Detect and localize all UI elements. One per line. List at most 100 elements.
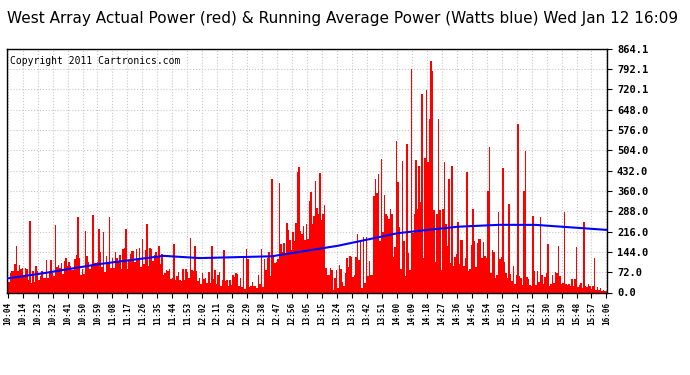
Bar [288, 230, 289, 292]
Bar [77, 217, 79, 292]
Bar [552, 274, 553, 292]
Bar [506, 278, 508, 292]
Bar [574, 279, 575, 292]
Bar [215, 285, 217, 292]
Bar [395, 141, 397, 292]
Bar [478, 239, 480, 292]
Bar [170, 279, 172, 292]
Bar [252, 282, 253, 292]
Bar [82, 269, 83, 292]
Bar [393, 257, 394, 292]
Bar [518, 124, 519, 292]
Bar [583, 222, 584, 292]
Bar [394, 247, 395, 292]
Bar [511, 281, 513, 292]
Bar [99, 230, 100, 292]
Bar [37, 271, 39, 292]
Bar [375, 179, 376, 292]
Bar [118, 261, 119, 292]
Bar [30, 221, 31, 292]
Bar [496, 275, 497, 292]
Bar [232, 275, 233, 292]
Bar [573, 286, 574, 292]
Bar [364, 284, 366, 292]
Bar [248, 287, 250, 292]
Bar [304, 240, 306, 292]
Bar [537, 272, 538, 292]
Bar [92, 215, 94, 292]
Bar [141, 267, 142, 292]
Bar [593, 258, 595, 292]
Bar [26, 269, 28, 292]
Bar [568, 284, 570, 292]
Bar [459, 264, 460, 292]
Bar [195, 246, 196, 292]
Bar [497, 212, 499, 292]
Bar [310, 192, 312, 292]
Bar [455, 254, 457, 292]
Bar [241, 287, 242, 292]
Bar [484, 256, 486, 292]
Bar [359, 240, 361, 292]
Bar [600, 288, 601, 292]
Bar [308, 201, 310, 292]
Bar [113, 268, 115, 292]
Bar [302, 226, 304, 292]
Bar [469, 269, 471, 292]
Bar [532, 216, 533, 292]
Bar [144, 264, 145, 292]
Bar [253, 286, 255, 292]
Bar [353, 274, 355, 292]
Bar [513, 267, 514, 292]
Bar [505, 273, 506, 292]
Bar [150, 248, 151, 292]
Bar [226, 280, 228, 292]
Bar [546, 273, 547, 292]
Bar [451, 166, 453, 292]
Bar [334, 278, 335, 292]
Bar [262, 287, 264, 292]
Bar [361, 288, 362, 292]
Bar [421, 94, 422, 292]
Bar [286, 223, 288, 292]
Bar [404, 276, 406, 292]
Bar [372, 274, 373, 292]
Bar [402, 162, 403, 292]
Bar [432, 70, 433, 292]
Bar [160, 264, 161, 292]
Bar [292, 232, 293, 292]
Bar [562, 282, 564, 292]
Bar [265, 270, 266, 292]
Bar [427, 162, 428, 292]
Bar [132, 251, 133, 292]
Bar [122, 249, 124, 292]
Bar [142, 238, 144, 292]
Bar [321, 220, 322, 292]
Bar [261, 249, 262, 292]
Bar [16, 246, 17, 292]
Bar [211, 246, 213, 292]
Bar [477, 243, 478, 292]
Bar [433, 210, 435, 292]
Bar [88, 262, 90, 292]
Bar [21, 268, 22, 292]
Bar [385, 214, 386, 292]
Bar [127, 269, 128, 292]
Bar [169, 270, 170, 292]
Bar [256, 288, 257, 292]
Bar [313, 216, 315, 292]
Bar [91, 265, 92, 292]
Bar [154, 255, 155, 292]
Bar [76, 255, 77, 292]
Bar [7, 280, 8, 292]
Bar [35, 266, 37, 292]
Bar [22, 268, 23, 292]
Bar [472, 209, 473, 292]
Bar [337, 288, 339, 292]
Bar [205, 278, 206, 292]
Bar [317, 214, 319, 292]
Bar [575, 248, 578, 292]
Bar [214, 270, 215, 292]
Bar [422, 258, 424, 292]
Bar [119, 255, 121, 292]
